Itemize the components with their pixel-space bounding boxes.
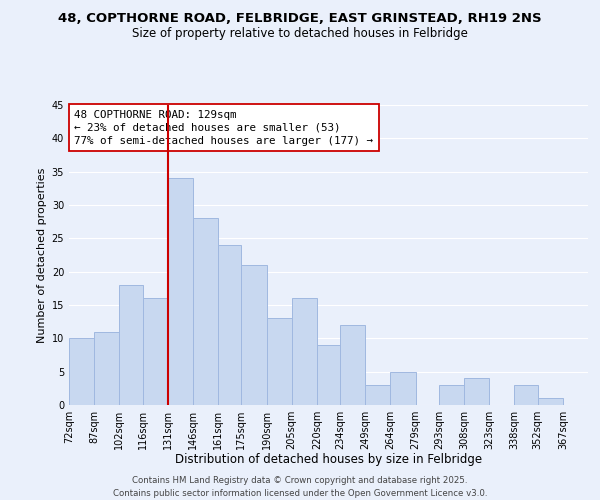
Bar (241, 265, 266, 405)
Y-axis label: Number of detached properties: Number of detached properties (37, 168, 47, 342)
X-axis label: Distribution of detached houses by size in Felbridge: Distribution of detached houses by size … (175, 454, 482, 466)
Bar (218, 245, 241, 405)
Bar (168, 178, 193, 405)
Text: 48 COPTHORNE ROAD: 129sqm
← 23% of detached houses are smaller (53)
77% of semi-: 48 COPTHORNE ROAD: 129sqm ← 23% of detac… (74, 110, 373, 146)
Bar (317, 345, 340, 405)
Bar (464, 378, 489, 405)
Bar (292, 298, 317, 405)
Bar (365, 385, 391, 405)
Bar (94, 332, 119, 405)
Bar (439, 385, 464, 405)
Bar (538, 398, 563, 405)
Text: 48, COPTHORNE ROAD, FELBRIDGE, EAST GRINSTEAD, RH19 2NS: 48, COPTHORNE ROAD, FELBRIDGE, EAST GRIN… (58, 12, 542, 26)
Bar (69, 338, 94, 405)
Bar (193, 218, 218, 405)
Bar (266, 318, 292, 405)
Bar (340, 325, 365, 405)
Bar (143, 298, 168, 405)
Bar (119, 285, 143, 405)
Text: Contains HM Land Registry data © Crown copyright and database right 2025.
Contai: Contains HM Land Registry data © Crown c… (113, 476, 487, 498)
Text: Size of property relative to detached houses in Felbridge: Size of property relative to detached ho… (132, 28, 468, 40)
Bar (514, 385, 538, 405)
Bar (391, 372, 416, 405)
